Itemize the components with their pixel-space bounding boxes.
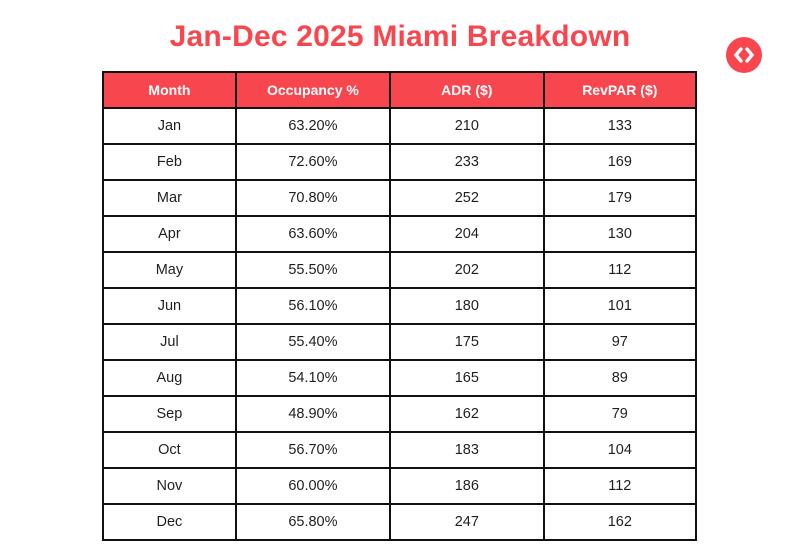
table-cell: 55.50% <box>234 251 392 289</box>
table-cell: Aug <box>102 359 237 397</box>
table-row: Mar 70.80% 252 179 <box>102 179 698 217</box>
table-row: Jan 63.20% 210 133 <box>102 107 698 145</box>
column-header-month: Month <box>102 71 237 109</box>
table-cell: 97 <box>542 323 698 361</box>
table-cell: Oct <box>102 431 237 469</box>
table-cell: 112 <box>542 467 698 505</box>
table-cell: 48.90% <box>234 395 392 433</box>
table-cell: 56.70% <box>234 431 392 469</box>
table-row: Apr 63.60% 204 130 <box>102 215 698 253</box>
table-cell: 89 <box>542 359 698 397</box>
table-cell: 130 <box>542 215 698 253</box>
table-row: Aug 54.10% 165 89 <box>102 359 698 397</box>
table-cell: 54.10% <box>234 359 392 397</box>
table-cell: 175 <box>389 323 545 361</box>
table-cell: 79 <box>542 395 698 433</box>
table-row: Jul 55.40% 175 97 <box>102 323 698 361</box>
table-cell: Jul <box>102 323 237 361</box>
table-cell: 60.00% <box>234 467 392 505</box>
table-cell: 169 <box>542 143 698 181</box>
table-cell: 162 <box>389 395 545 433</box>
code-badge-button[interactable] <box>726 37 762 73</box>
table-cell: 112 <box>542 251 698 289</box>
table-header-row: Month Occupancy % ADR ($) RevPAR ($) <box>102 71 698 109</box>
table-cell: 70.80% <box>234 179 392 217</box>
monthly-breakdown-table: Month Occupancy % ADR ($) RevPAR ($) Jan… <box>102 71 698 541</box>
table-cell: 233 <box>389 143 545 181</box>
table-cell: 183 <box>389 431 545 469</box>
table-cell: 204 <box>389 215 545 253</box>
table-cell: 104 <box>542 431 698 469</box>
column-header-occupancy: Occupancy % <box>234 71 392 109</box>
table-cell: May <box>102 251 237 289</box>
table-cell: 202 <box>389 251 545 289</box>
table-cell: 247 <box>389 503 545 541</box>
table-cell: 186 <box>389 467 545 505</box>
table-row: Feb 72.60% 233 169 <box>102 143 698 181</box>
table-row: Nov 60.00% 186 112 <box>102 467 698 505</box>
table-row: May 55.50% 202 112 <box>102 251 698 289</box>
table-cell: 65.80% <box>234 503 392 541</box>
table-cell: 101 <box>542 287 698 325</box>
table-row: Oct 56.70% 183 104 <box>102 431 698 469</box>
table-cell: Sep <box>102 395 237 433</box>
table-cell: 72.60% <box>234 143 392 181</box>
table-cell: 63.20% <box>234 107 392 145</box>
table-cell: Dec <box>102 503 237 541</box>
table-cell: 180 <box>389 287 545 325</box>
table-cell: Feb <box>102 143 237 181</box>
code-brackets-icon <box>733 46 755 64</box>
column-header-revpar: RevPAR ($) <box>542 71 698 109</box>
table-row: Sep 48.90% 162 79 <box>102 395 698 433</box>
table-cell: 133 <box>542 107 698 145</box>
table-cell: 165 <box>389 359 545 397</box>
table-body: Jan 63.20% 210 133 Feb 72.60% 233 169 Mar 70.80% 2… <box>102 107 698 541</box>
table-cell: Jun <box>102 287 237 325</box>
table-cell: 63.60% <box>234 215 392 253</box>
table-cell: 162 <box>542 503 698 541</box>
table-row: Jun 56.10% 180 101 <box>102 287 698 325</box>
table-row: Dec 65.80% 247 162 <box>102 503 698 541</box>
table-cell: Nov <box>102 467 237 505</box>
column-header-adr: ADR ($) <box>389 71 545 109</box>
table-cell: 210 <box>389 107 545 145</box>
table-cell: 179 <box>542 179 698 217</box>
table-cell: 252 <box>389 179 545 217</box>
table-cell: Apr <box>102 215 237 253</box>
table-cell: Jan <box>102 107 237 145</box>
table-cell: Mar <box>102 179 237 217</box>
table-cell: 56.10% <box>234 287 392 325</box>
table-cell: 55.40% <box>234 323 392 361</box>
page-title: Jan-Dec 2025 Miami Breakdown <box>169 20 631 53</box>
